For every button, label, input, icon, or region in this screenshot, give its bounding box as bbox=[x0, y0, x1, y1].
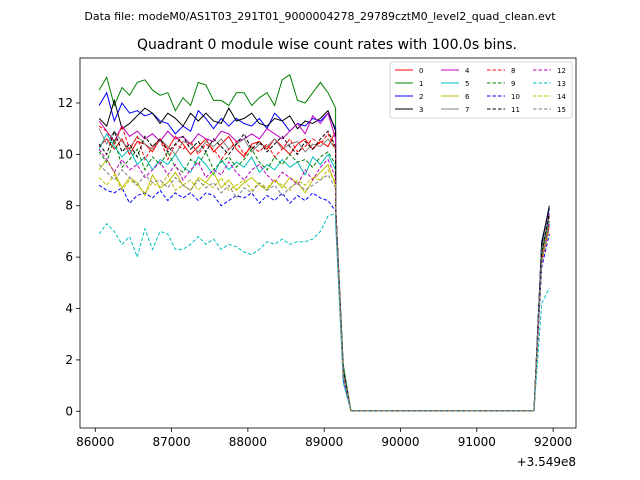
series-line-6 bbox=[98, 158, 550, 412]
legend-label-9: 9 bbox=[511, 80, 515, 88]
legend-box bbox=[389, 61, 573, 119]
data-file-label: Data file: modeM0/AS1T03_291T01_90000042… bbox=[84, 10, 556, 23]
x-tick-label: 88000 bbox=[229, 435, 267, 449]
chart-title: Quadrant 0 module wise count rates with … bbox=[137, 37, 517, 53]
legend-label-6: 6 bbox=[465, 93, 470, 101]
x-tick-label: 86000 bbox=[76, 435, 114, 449]
y-tick-label: 8 bbox=[65, 199, 73, 213]
legend-label-13: 13 bbox=[557, 80, 566, 88]
x-tick-label: 87000 bbox=[152, 435, 190, 449]
series-line-1 bbox=[98, 73, 550, 412]
legend-label-15: 15 bbox=[557, 106, 566, 114]
legend-label-7: 7 bbox=[465, 106, 469, 114]
x-tick-label: 91000 bbox=[458, 435, 496, 449]
series-line-4 bbox=[98, 112, 550, 412]
plot-frame bbox=[79, 57, 577, 429]
legend-label-0: 0 bbox=[419, 67, 423, 75]
series-line-2 bbox=[98, 91, 550, 412]
legend-label-14: 14 bbox=[557, 93, 566, 101]
series-line-3 bbox=[98, 98, 550, 412]
y-tick-label: 0 bbox=[65, 404, 73, 418]
legend-label-11: 11 bbox=[511, 106, 520, 114]
y-tick-label: 2 bbox=[65, 353, 73, 367]
legend-label-10: 10 bbox=[511, 93, 520, 101]
series-line-7 bbox=[98, 128, 550, 412]
y-tick-label: 4 bbox=[65, 302, 73, 316]
legend-label-3: 3 bbox=[419, 106, 423, 114]
legend-label-4: 4 bbox=[465, 67, 470, 75]
series-line-11 bbox=[98, 129, 550, 412]
series-line-10 bbox=[98, 184, 550, 412]
legend-label-8: 8 bbox=[511, 67, 515, 75]
series-line-15 bbox=[98, 164, 550, 412]
series-line-5 bbox=[98, 132, 550, 412]
x-tick-label: 89000 bbox=[305, 435, 343, 449]
y-tick-label: 12 bbox=[58, 96, 73, 110]
legend-label-12: 12 bbox=[557, 67, 566, 75]
x-tick-label: 90000 bbox=[381, 435, 419, 449]
series-layer bbox=[98, 73, 550, 412]
y-tick-label: 10 bbox=[58, 147, 73, 161]
legend-label-2: 2 bbox=[419, 93, 423, 101]
series-line-9 bbox=[98, 137, 550, 412]
axes: 86000 87000 88000 89000 90000 91000 92000 0 2 4 6 8… bbox=[58, 96, 572, 449]
y-tick-label: 6 bbox=[65, 250, 73, 264]
legend-label-1: 1 bbox=[419, 80, 423, 88]
series-line-13 bbox=[98, 212, 550, 412]
x-offset-label: +3.549e8 bbox=[517, 455, 576, 469]
legend-label-5: 5 bbox=[465, 80, 469, 88]
x-tick-label: 92000 bbox=[534, 435, 572, 449]
series-line-14 bbox=[98, 168, 550, 412]
